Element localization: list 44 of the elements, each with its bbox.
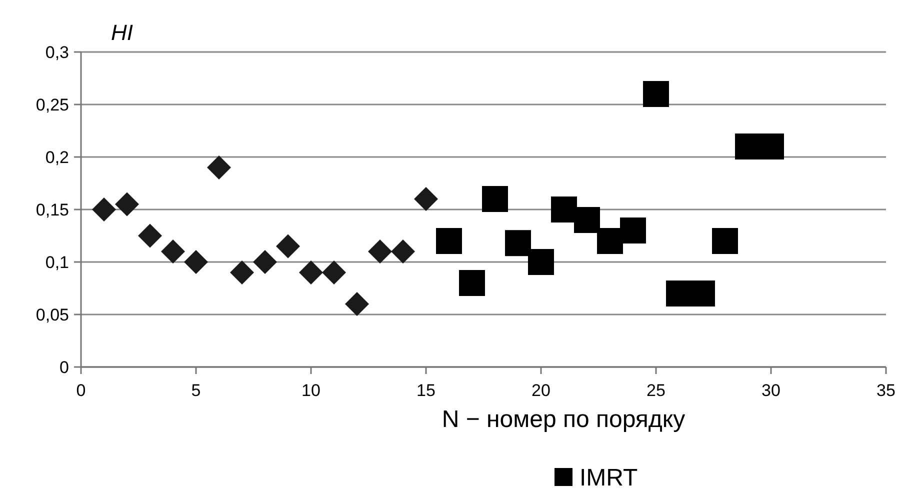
point (276, 234, 300, 258)
point (574, 207, 600, 233)
point (207, 156, 231, 180)
point (391, 240, 415, 264)
point (482, 186, 508, 212)
point (253, 250, 277, 274)
point (528, 249, 554, 275)
point (505, 230, 531, 256)
point (459, 270, 485, 296)
point (115, 192, 139, 216)
y-tick-label: 0,3 (45, 42, 69, 62)
x-tick-label: 25 (646, 381, 666, 400)
x-tick-label: 20 (532, 381, 550, 400)
point (414, 187, 438, 211)
point (551, 196, 577, 222)
x-tick-label: 30 (762, 381, 780, 400)
point (92, 198, 116, 222)
point (620, 218, 646, 244)
y-tick-label: 0 (60, 358, 69, 377)
point (138, 224, 162, 248)
y-tick-label: 0,15 (36, 200, 69, 220)
point (368, 240, 392, 264)
point (643, 81, 669, 107)
x-tick-label: 35 (876, 381, 896, 400)
x-axis-title: N − номер по порядку (442, 406, 686, 433)
y-axis-title: HI (111, 20, 133, 45)
point (436, 228, 462, 254)
point (230, 260, 254, 284)
x-tick-label: 0 (76, 381, 86, 400)
point (161, 240, 185, 264)
point (322, 260, 346, 284)
point (184, 250, 208, 274)
x-tick-label: 10 (302, 381, 320, 400)
point (712, 228, 738, 254)
y-tick-label: 0,25 (36, 95, 69, 114)
point (299, 260, 323, 284)
x-tick-label: 5 (191, 381, 201, 400)
y-tick-label: 0,1 (45, 252, 69, 272)
y-tick-label: 0,05 (36, 305, 69, 324)
point (345, 292, 369, 316)
x-tick-label: 15 (416, 381, 436, 400)
legend-label: IMRT (580, 464, 638, 492)
point (597, 228, 623, 254)
y-tick-label: 0,2 (45, 148, 69, 167)
